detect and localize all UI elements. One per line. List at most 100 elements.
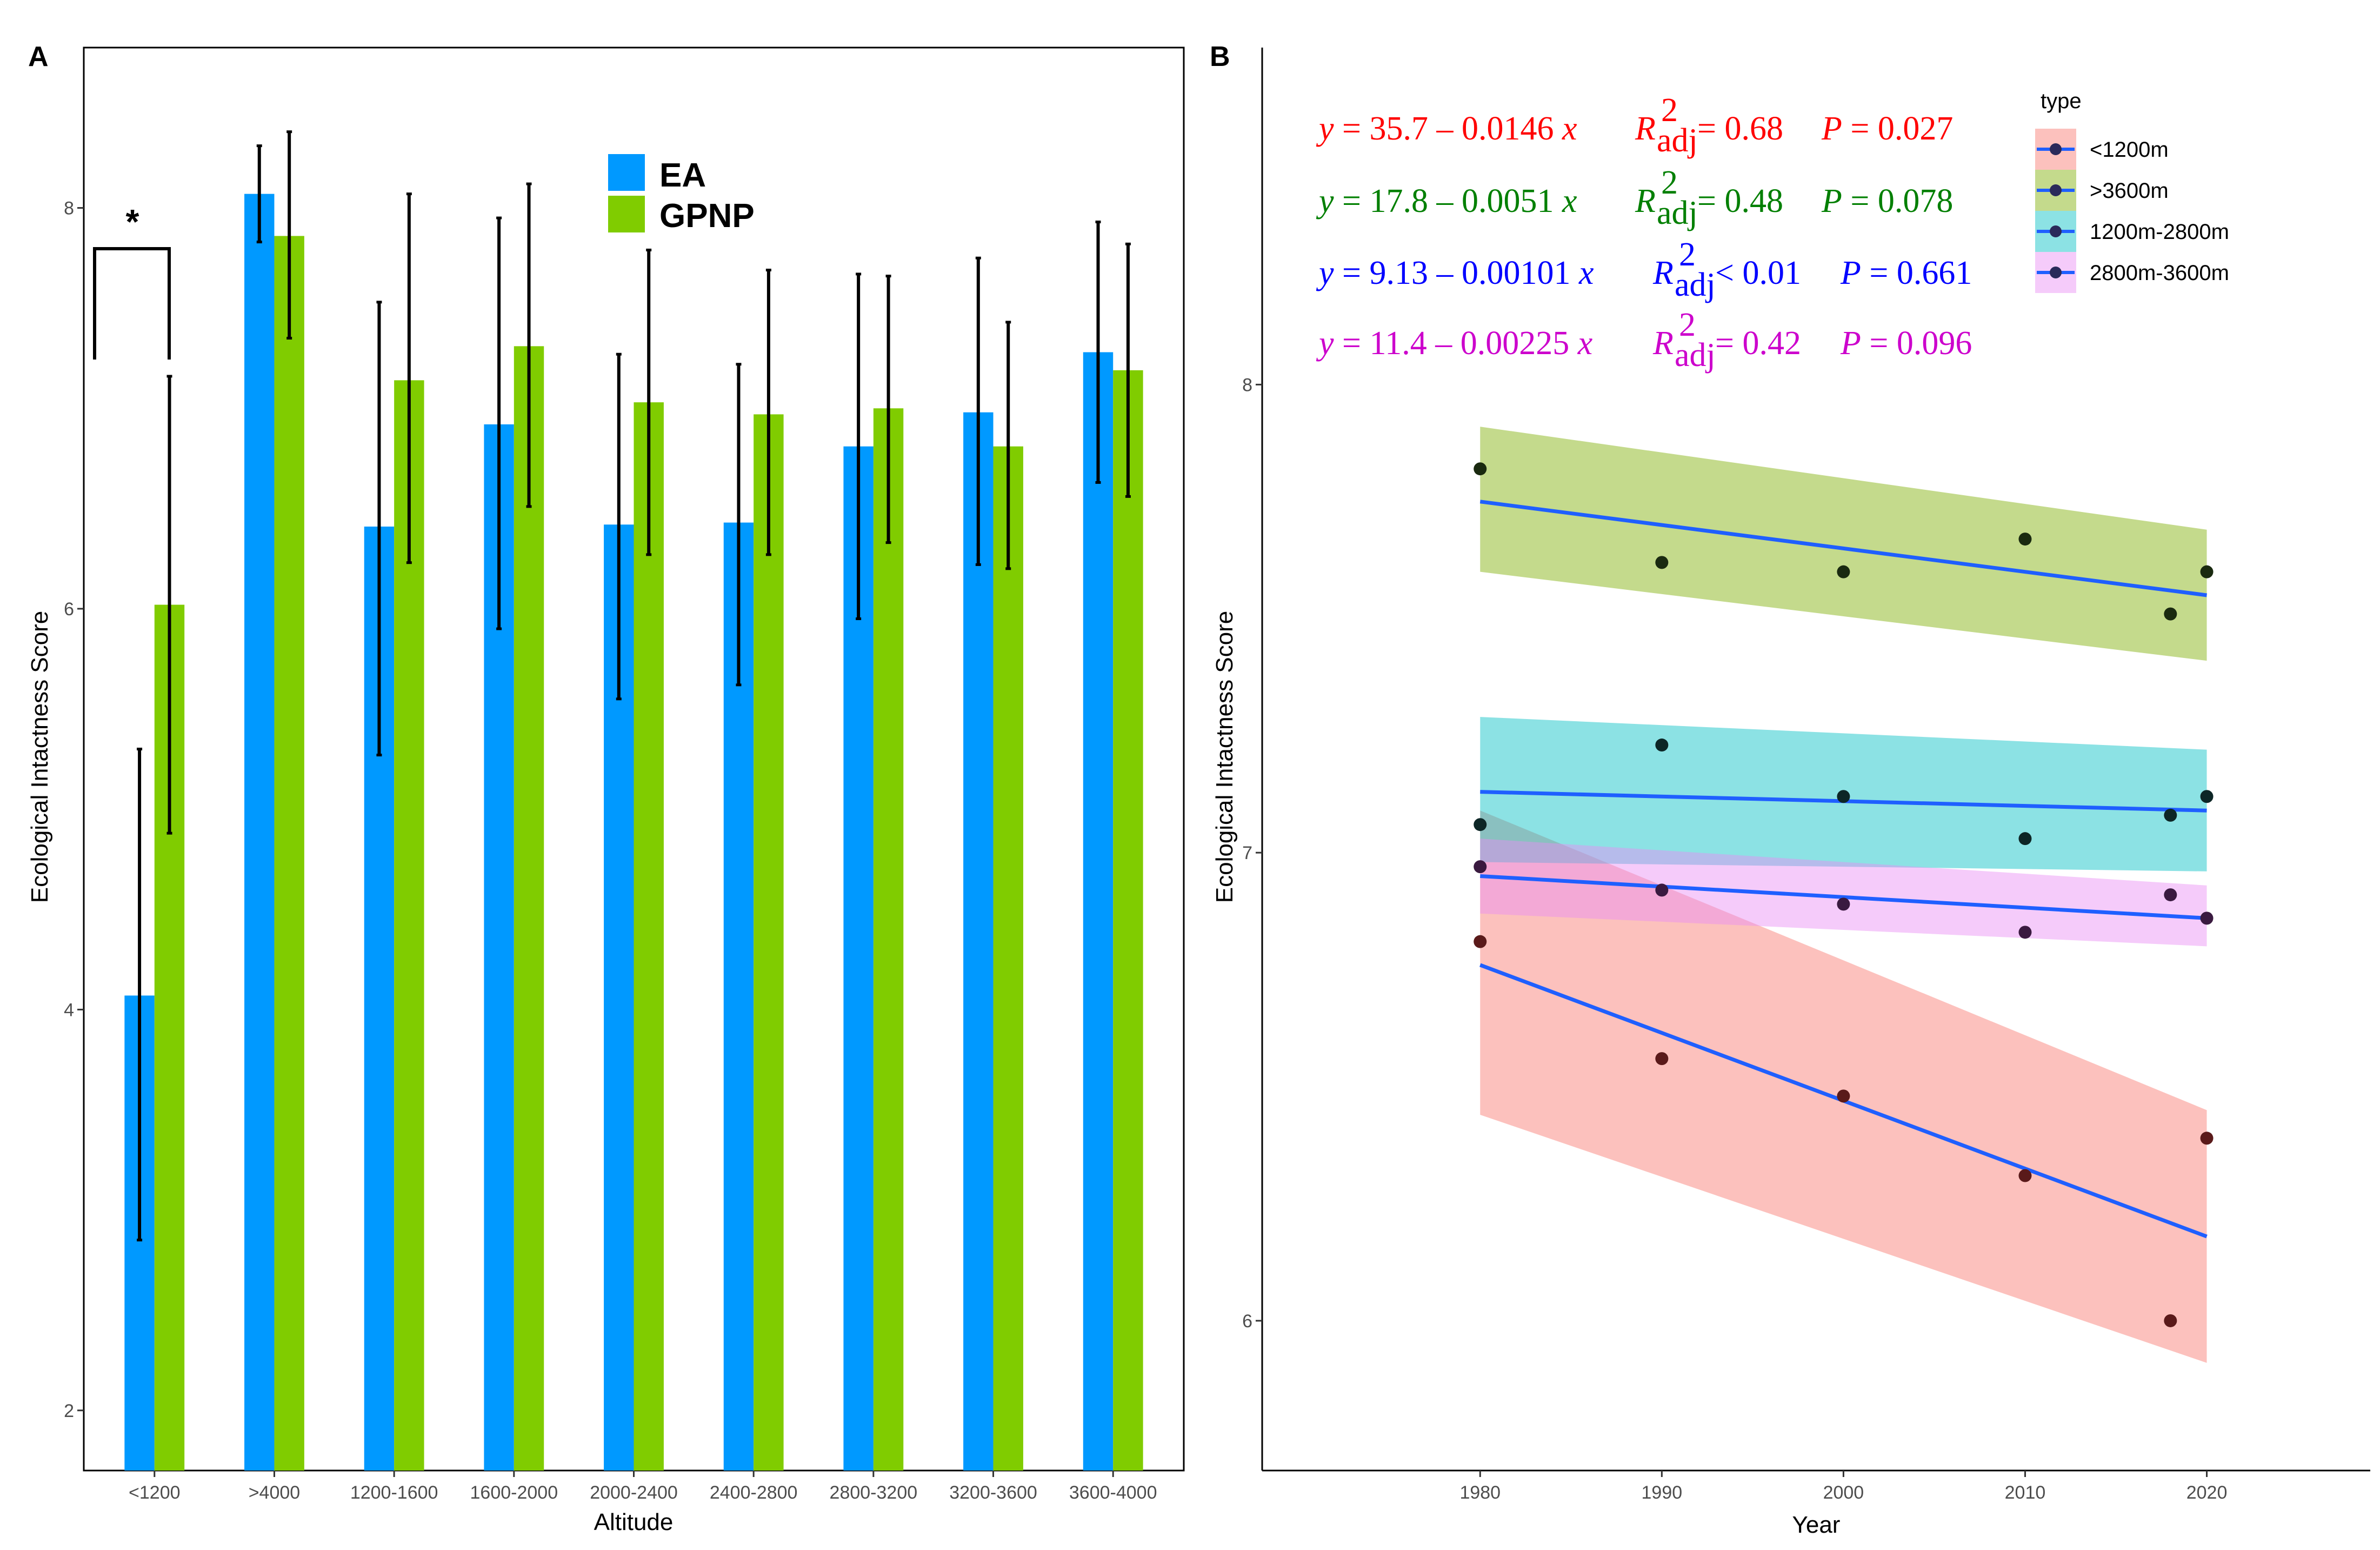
legend-swatch-ea xyxy=(608,154,645,191)
data-point xyxy=(1474,860,1487,874)
panel-a-y-axis-label: Ecological Intactness Score xyxy=(26,611,53,903)
data-point xyxy=(2018,533,2032,546)
panel-b-axes xyxy=(1261,48,2370,1472)
panel-b-y-axis-label: Ecological Intactness Score xyxy=(1211,611,1238,903)
equation-r2-sup: 2 xyxy=(1661,164,1678,201)
panel-a-error-bars xyxy=(137,130,1131,1242)
data-point xyxy=(1837,565,1850,578)
x-tick-label: >4000 xyxy=(249,1482,301,1503)
data-point xyxy=(2164,1314,2177,1327)
panel-a-y-ticks: 2 4 6 8 xyxy=(64,198,84,1421)
data-point xyxy=(2200,565,2214,578)
equation-r2: R xyxy=(1652,325,1674,362)
legend-key-point xyxy=(2050,225,2062,237)
y-tick-label: 2 xyxy=(64,1401,74,1421)
x-tick-label: 3600-4000 xyxy=(1069,1482,1157,1503)
data-point xyxy=(1655,556,1669,569)
data-point xyxy=(2200,912,2214,925)
panel-a-label: A xyxy=(28,41,49,72)
bar-gpnp xyxy=(1113,370,1143,1471)
data-point xyxy=(1655,883,1669,897)
data-point xyxy=(1474,462,1487,476)
bar-gpnp xyxy=(514,346,544,1471)
significance-star: * xyxy=(126,202,139,241)
y-tick-label: 7 xyxy=(1242,843,1252,863)
x-tick-label: 2000-2400 xyxy=(590,1482,678,1503)
data-point xyxy=(1837,897,1850,911)
x-tick-label: 2020 xyxy=(2186,1482,2228,1503)
legend-key-point xyxy=(2050,267,2062,278)
x-tick-label: 1990 xyxy=(1642,1482,1683,1503)
panel-b-legend: type <1200m >3600m 1200m-2800m 2800m-3600m xyxy=(2035,89,2229,293)
data-point xyxy=(2018,1169,2032,1182)
data-point xyxy=(2018,926,2032,939)
data-point xyxy=(1474,935,1487,948)
bar-gpnp xyxy=(634,402,664,1471)
confidence-band xyxy=(1480,427,2207,661)
fit-line xyxy=(1479,500,2207,597)
data-point xyxy=(1837,790,1850,803)
legend-label-gpnp: GPNP xyxy=(659,197,755,235)
panel-a-x-ticks: <1200 >4000 1200-1600 1600-2000 2000-2400 240… xyxy=(129,1471,1157,1503)
y-tick-label: 8 xyxy=(1242,375,1252,395)
fit-line xyxy=(1480,874,2207,920)
x-tick-label: 2800-3200 xyxy=(830,1482,918,1503)
data-point xyxy=(2164,808,2177,822)
panel-b-y-ticks: 6 7 8 xyxy=(1242,375,1262,1332)
x-tick-label: 3200-3600 xyxy=(949,1482,1037,1503)
equation-r2-value: = 0.68 xyxy=(1697,110,1783,147)
equation-formula: y = 17.8 – 0.0051 x xyxy=(1316,183,1577,219)
legend-label: 1200m-2800m xyxy=(2090,220,2229,244)
bar-ea xyxy=(963,412,994,1471)
panel-a-x-axis-label: Altitude xyxy=(594,1509,674,1535)
equation-r2-value: = 0.42 xyxy=(1715,325,1801,362)
data-point xyxy=(2200,1132,2214,1145)
equation-p-value: P = 0.078 xyxy=(1821,183,1953,219)
equation-r2-sub: adj xyxy=(1675,267,1716,303)
x-tick-label: 2010 xyxy=(2005,1482,2046,1503)
panel-b-x-axis-label: Year xyxy=(1792,1512,1841,1538)
data-point xyxy=(1655,739,1669,752)
bar-gpnp xyxy=(873,408,904,1471)
bar-gpnp xyxy=(993,446,1023,1471)
x-tick-label: <1200 xyxy=(129,1482,181,1503)
equation-r2-sub: adj xyxy=(1657,122,1698,159)
equation-r2: R xyxy=(1652,255,1674,291)
y-tick-label: 8 xyxy=(64,198,74,219)
x-tick-label: 1980 xyxy=(1459,1482,1501,1503)
legend-key-point xyxy=(2050,184,2062,196)
data-point xyxy=(2164,607,2177,621)
significance-bracket xyxy=(93,247,171,360)
equation-r2: R xyxy=(1635,110,1656,147)
bar-ea xyxy=(1083,352,1114,1471)
bar-ea xyxy=(244,194,275,1471)
equation-formula: y = 35.7 – 0.0146 x xyxy=(1316,110,1577,147)
equation-r2: R xyxy=(1635,183,1656,219)
bar-gpnp xyxy=(274,236,304,1471)
equation-formula: y = 11.4 – 0.00225 x xyxy=(1316,325,1593,362)
equation-r2-value: = 0.48 xyxy=(1697,183,1783,219)
equation-r2-sub: adj xyxy=(1657,195,1698,231)
y-tick-label: 6 xyxy=(64,599,74,620)
panel-b-label: B xyxy=(1210,41,1230,72)
bar-gpnp xyxy=(754,414,784,1471)
x-tick-label: 2400-2800 xyxy=(710,1482,798,1503)
panel-b-x-ticks: 1980 1990 2000 2010 2020 xyxy=(1459,1471,2227,1503)
confidence-band xyxy=(1480,839,2207,947)
panel-b-points xyxy=(1474,462,2214,1327)
equation-r2-value: < 0.01 xyxy=(1715,255,1801,291)
y-tick-label: 4 xyxy=(64,1000,74,1020)
data-point xyxy=(1474,818,1487,831)
equation-p-value: P = 0.096 xyxy=(1840,325,1972,362)
equation-r2-sub: adj xyxy=(1675,337,1716,374)
equation-r2-sup: 2 xyxy=(1679,236,1696,273)
legend-label: >3600m xyxy=(2090,179,2169,203)
legend-swatch-gpnp xyxy=(608,196,645,232)
x-tick-label: 1200-1600 xyxy=(350,1482,438,1503)
legend-label-ea: EA xyxy=(659,157,706,194)
confidence-band xyxy=(1480,810,2207,1363)
